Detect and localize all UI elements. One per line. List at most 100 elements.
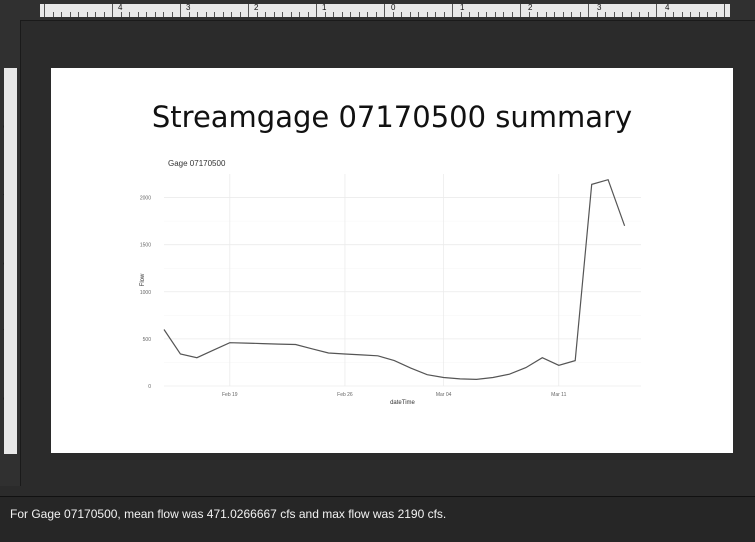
chart-title: Gage 07170500 bbox=[168, 159, 226, 168]
ruler-tick bbox=[596, 12, 598, 17]
horizontal-ruler[interactable]: 4 3 2 1 0 1 2 3 4 bbox=[0, 0, 755, 21]
ruler-tick bbox=[664, 12, 666, 17]
ruler-tick bbox=[673, 12, 674, 17]
ruler-tick bbox=[248, 4, 249, 17]
ruler-tick bbox=[171, 12, 173, 17]
ruler-tick bbox=[137, 12, 139, 17]
x-tick-label: Mar 04 bbox=[436, 392, 452, 398]
ruler-tick bbox=[426, 12, 428, 17]
ruler-tick bbox=[503, 12, 504, 17]
ruler-tick bbox=[690, 12, 691, 17]
flow-series-line bbox=[163, 178, 626, 381]
ruler-tick bbox=[290, 12, 292, 17]
ruler-tick bbox=[401, 12, 402, 17]
ruler-tick bbox=[341, 12, 343, 17]
ruler-tick bbox=[86, 12, 88, 17]
ruler-tick bbox=[358, 12, 360, 17]
y-tick-label: 1000 bbox=[140, 290, 151, 296]
ruler-number: 4 bbox=[118, 3, 123, 12]
y-tick-label: 0 bbox=[148, 384, 151, 390]
ruler-tick bbox=[605, 12, 606, 17]
slide-title[interactable]: Streamgage 07170500 summary bbox=[151, 100, 633, 134]
x-tick-label: Feb 19 bbox=[222, 392, 238, 398]
speaker-notes-text[interactable]: For Gage 07170500, mean flow was 471.026… bbox=[10, 507, 447, 521]
ruler-tick bbox=[656, 4, 657, 17]
ruler-tick bbox=[103, 12, 105, 17]
ruler-tick bbox=[146, 12, 147, 17]
ruler-tick bbox=[231, 12, 232, 17]
ruler-tick bbox=[44, 4, 45, 17]
ruler-tick bbox=[188, 12, 190, 17]
ruler-tick bbox=[95, 12, 96, 17]
ruler-tick bbox=[477, 12, 479, 17]
ruler-tick bbox=[528, 12, 530, 17]
x-tick-label: Feb 26 bbox=[337, 392, 353, 398]
ruler-tick bbox=[120, 12, 122, 17]
ruler-tick bbox=[78, 12, 79, 17]
ruler-tick bbox=[61, 12, 62, 17]
ruler-number: 4 bbox=[665, 3, 670, 12]
ruler-tick bbox=[375, 12, 377, 17]
ruler-tick bbox=[443, 12, 445, 17]
ruler-tick bbox=[392, 12, 394, 17]
ruler-tick bbox=[333, 12, 334, 17]
ruler-number: 1 bbox=[460, 3, 465, 12]
ruler-tick bbox=[205, 12, 207, 17]
ruler-tick bbox=[239, 12, 241, 17]
ruler-tick bbox=[622, 12, 623, 17]
ruler-tick bbox=[647, 12, 649, 17]
ruler-tick bbox=[486, 12, 487, 17]
ruler-tick bbox=[282, 12, 283, 17]
ruler-tick bbox=[494, 12, 496, 17]
ruler-tick bbox=[256, 12, 258, 17]
ruler-tick bbox=[707, 12, 708, 17]
ruler-tick bbox=[197, 12, 198, 17]
ruler-tick bbox=[163, 12, 164, 17]
ruler-tick bbox=[545, 12, 547, 17]
ruler-tick bbox=[537, 12, 538, 17]
ruler-tick bbox=[435, 12, 436, 17]
ruler-tick bbox=[418, 12, 419, 17]
ruler-tick bbox=[681, 12, 683, 17]
ruler-tick bbox=[562, 12, 564, 17]
ruler-tick bbox=[265, 12, 266, 17]
ruler-tick bbox=[214, 12, 215, 17]
ruler-tick bbox=[324, 12, 326, 17]
ruler-tick bbox=[129, 12, 130, 17]
ruler-number: 0 bbox=[391, 3, 396, 12]
ruler-tick bbox=[452, 4, 453, 17]
ruler-number: 2 bbox=[528, 3, 533, 12]
ruler-tick bbox=[460, 12, 462, 17]
ruler-tick bbox=[511, 12, 513, 17]
slide-canvas[interactable]: Streamgage 07170500 summary Gage 0717050… bbox=[51, 68, 733, 453]
ruler-tick bbox=[554, 12, 555, 17]
ruler-tick bbox=[367, 12, 368, 17]
ruler-tick bbox=[154, 12, 156, 17]
ruler-tick bbox=[715, 12, 717, 17]
ruler-tick bbox=[316, 4, 317, 17]
ruler-tick bbox=[112, 4, 113, 17]
ruler-tick bbox=[299, 12, 300, 17]
y-tick-label: 1500 bbox=[140, 243, 151, 249]
ruler-tick bbox=[469, 12, 470, 17]
speaker-notes-pane[interactable]: For Gage 07170500, mean flow was 471.026… bbox=[0, 496, 755, 542]
ruler-number: 1 bbox=[322, 3, 327, 12]
ruler-number: 2 bbox=[254, 3, 259, 12]
y-axis-label: Flow bbox=[140, 273, 146, 286]
ruler-tick bbox=[180, 4, 181, 17]
ruler-tick bbox=[69, 12, 71, 17]
ruler-tick bbox=[307, 12, 309, 17]
ruler-tick bbox=[409, 12, 411, 17]
y-tick-label: 2000 bbox=[140, 196, 151, 202]
flow-chart: Gage 07170500 0 500 1000 1500 2000 Feb 19 Feb 2… bbox=[140, 159, 641, 406]
x-tick-label: Mar 11 bbox=[551, 392, 566, 398]
ruler-tick bbox=[52, 12, 54, 17]
ruler-tick bbox=[273, 12, 275, 17]
ruler-number: 3 bbox=[186, 3, 191, 12]
y-tick-label: 500 bbox=[143, 337, 152, 343]
ruler-tick bbox=[571, 12, 572, 17]
ruler-tick bbox=[384, 4, 385, 17]
ruler-tick bbox=[222, 12, 224, 17]
ruler-band bbox=[40, 4, 730, 17]
ruler-tick bbox=[698, 12, 700, 17]
